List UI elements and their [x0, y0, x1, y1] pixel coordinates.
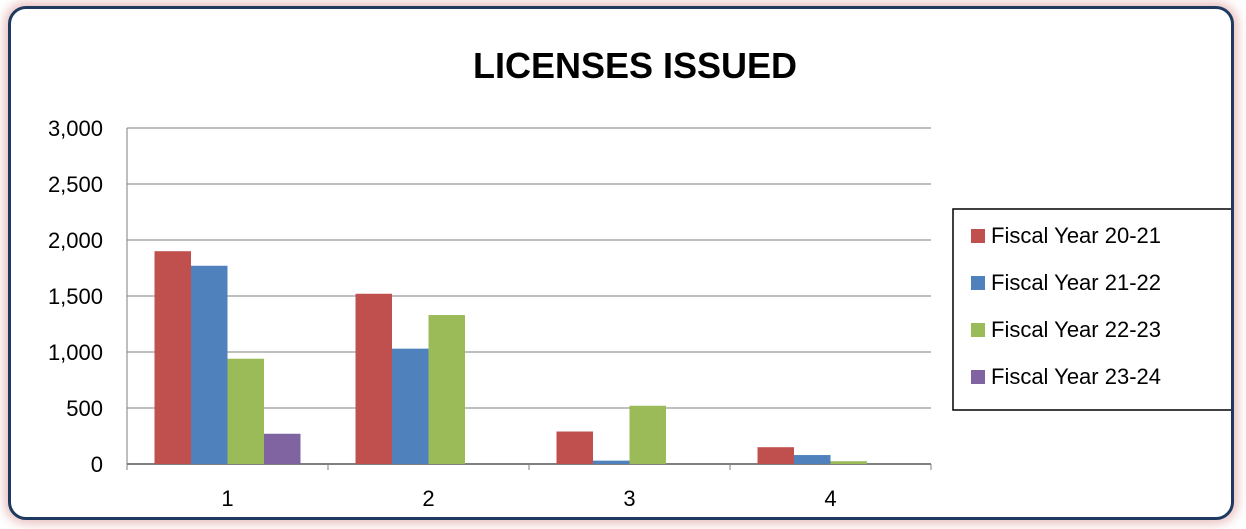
y-tick-label: 3,000 [48, 116, 103, 141]
x-tick-label: 3 [623, 486, 635, 511]
licenses-chart: LICENSES ISSUED 0 500 1,000 1,500 2,000 2,500… [48, 45, 1231, 511]
y-tick-label: 2,000 [48, 228, 103, 253]
bar [428, 315, 465, 464]
chart-title: LICENSES ISSUED [473, 45, 797, 86]
bar [556, 431, 593, 464]
legend-box [952, 208, 1231, 411]
bar [264, 433, 301, 464]
x-axis-ticks: 1 2 3 4 [126, 464, 932, 511]
x-tick-label: 2 [422, 486, 434, 511]
y-axis-ticks: 0 500 1,000 1,500 2,000 2,500 3,000 [48, 116, 103, 477]
bar [593, 460, 630, 464]
bar [191, 265, 228, 464]
bar [355, 293, 392, 464]
legend-label: Fiscal Year 21-22 [991, 270, 1161, 295]
y-tick-label: 1,500 [48, 284, 103, 309]
legend-swatch [971, 229, 985, 243]
legend-label: Fiscal Year 22-23 [991, 317, 1161, 342]
y-tick-label: 2,500 [48, 172, 103, 197]
bar [392, 348, 429, 464]
x-tick-label: 1 [221, 486, 233, 511]
bar [227, 358, 264, 464]
y-tick-label: 1,000 [48, 340, 103, 365]
legend-swatch [971, 370, 985, 384]
bar [830, 461, 867, 464]
legend-swatch [971, 276, 985, 290]
bar [794, 455, 831, 464]
legend-label: Fiscal Year 23-24 [991, 364, 1161, 389]
bar [629, 405, 666, 464]
legend-label: Fiscal Year 20-21 [991, 223, 1161, 248]
y-tick-label: 500 [66, 396, 103, 421]
y-tick-label: 0 [91, 452, 103, 477]
chart-frame: LICENSES ISSUED 0 500 1,000 1,500 2,000 2,500… [8, 6, 1234, 520]
legend: Fiscal Year 20-21 Fiscal Year 21-22 Fiscal… [952, 208, 1231, 411]
bars [154, 251, 867, 464]
x-tick-label: 4 [824, 486, 836, 511]
bar [757, 447, 794, 464]
bar [154, 251, 191, 464]
legend-swatch [971, 323, 985, 337]
